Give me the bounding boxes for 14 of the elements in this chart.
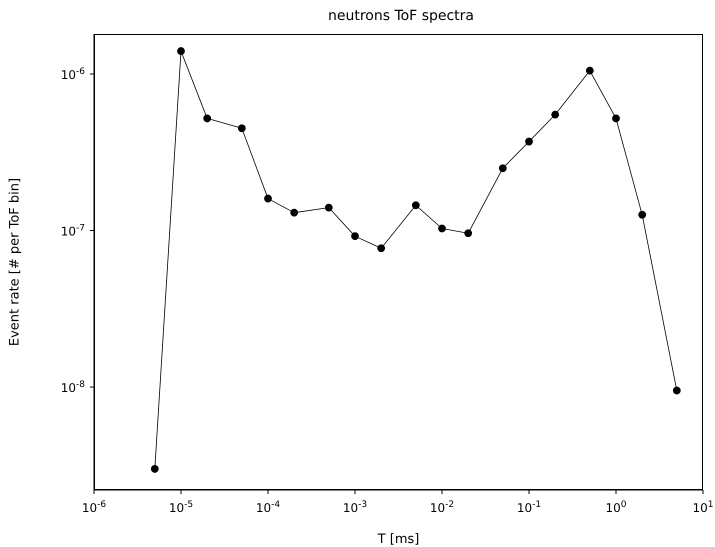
y-axis-title: Event rate [# per ToF bin] [8, 178, 23, 346]
x-tick-label: 10$^{-5}$ [168, 500, 194, 515]
x-tick-label: 10$^{-3}$ [342, 500, 368, 515]
x-tick-label: 10$^{-6}$ [82, 500, 106, 515]
x-axis-title: T [ms] [376, 532, 420, 547]
y-tick-label: 10$^{-7}$ [60, 224, 85, 239]
x-tick-label: 10$^{0}$ [605, 500, 627, 515]
y-tick-label: 10$^{-8}$ [60, 380, 86, 396]
x-tick-label: 10$^{-4}$ [256, 500, 280, 515]
x-tick-label: 10$^{-2}$ [430, 500, 454, 515]
chart-title: neutrons ToF spectra [326, 8, 476, 24]
x-tick-label: 10$^{-1}$ [516, 500, 542, 515]
x-tick-label: 10$^{1}$ [692, 500, 714, 515]
y-tick-label: 10$^{-6}$ [60, 66, 86, 82]
